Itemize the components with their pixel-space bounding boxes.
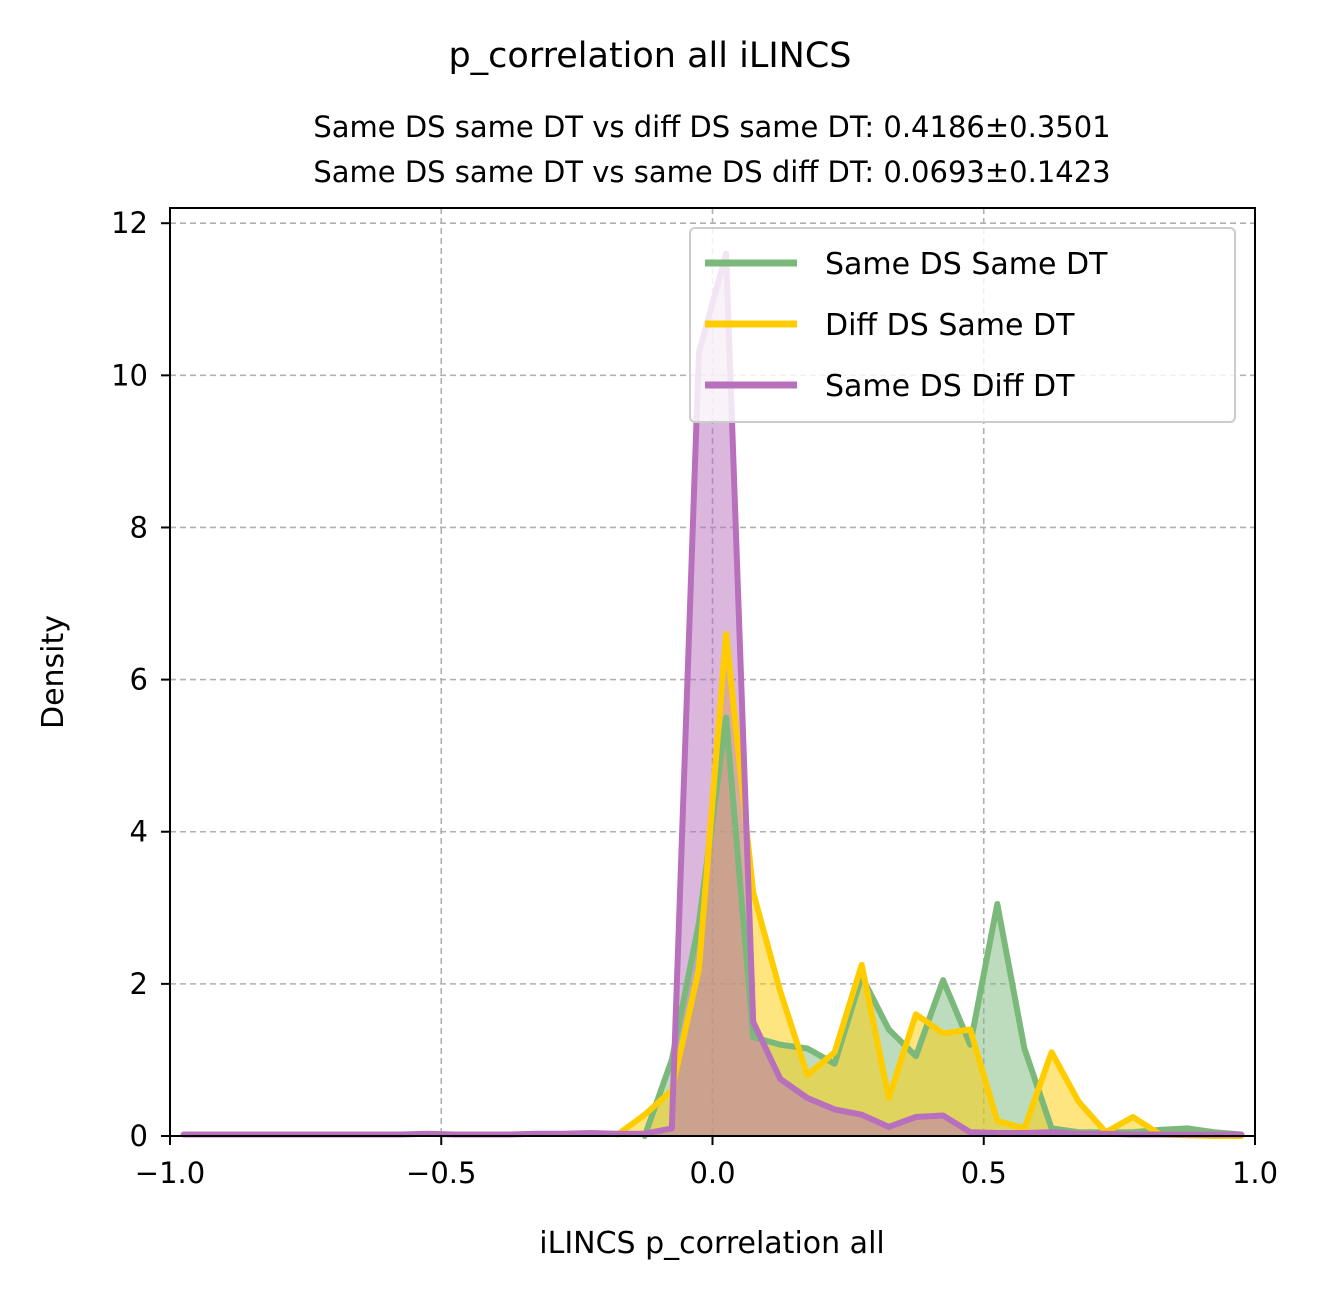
series-area-2: [617, 634, 1242, 1136]
chart-subtitle-line-1: Same DS same DT vs diff DS same DT: 0.41…: [313, 110, 1110, 144]
y-tick-label: 6: [130, 663, 148, 697]
y-axis-ticks: 0 2 4 6 8 10 12: [111, 206, 170, 1153]
x-axis-ticks: −1.0 −0.5 0.0 0.5 1.0: [135, 1136, 1278, 1190]
y-tick-label: 10: [111, 358, 148, 392]
x-tick-label: −0.5: [406, 1156, 476, 1190]
series-area-3: [183, 253, 1242, 1137]
x-tick-label: 0.0: [689, 1156, 735, 1190]
y-tick-label: 2: [130, 967, 148, 1001]
legend-label-2: Diff DS Same DT: [825, 308, 1075, 343]
x-axis-label: iLINCS p_correlation all: [539, 1226, 884, 1261]
legend-label-3: Same DS Diff DT: [825, 369, 1075, 404]
series-areas: [183, 253, 1242, 1137]
legend-label-1: Same DS Same DT: [825, 247, 1108, 282]
legend: Same DS Same DT Diff DS Same DT Same DS Di…: [689, 227, 1236, 423]
x-tick-label: 0.5: [961, 1156, 1007, 1190]
series-line-1: [641, 714, 1245, 1139]
x-tick-label: −1.0: [135, 1156, 205, 1190]
legend-items: Same DS Same DT Diff DS Same DT Same DS Di…: [705, 247, 1108, 404]
y-tick-label: 4: [130, 815, 148, 849]
y-tick-label: 12: [111, 206, 148, 240]
y-axis-label: Density: [36, 615, 71, 729]
y-tick-label: 8: [130, 510, 148, 544]
y-tick-label: 0: [130, 1119, 148, 1153]
chart-subtitle-line-2: Same DS same DT vs same DS diff DT: 0.06…: [313, 155, 1110, 189]
x-tick-label: 1.0: [1232, 1156, 1278, 1190]
legend-box: [689, 227, 1236, 423]
chart-title: p_correlation all iLINCS: [448, 36, 851, 76]
series-line-2: [614, 631, 1245, 1139]
